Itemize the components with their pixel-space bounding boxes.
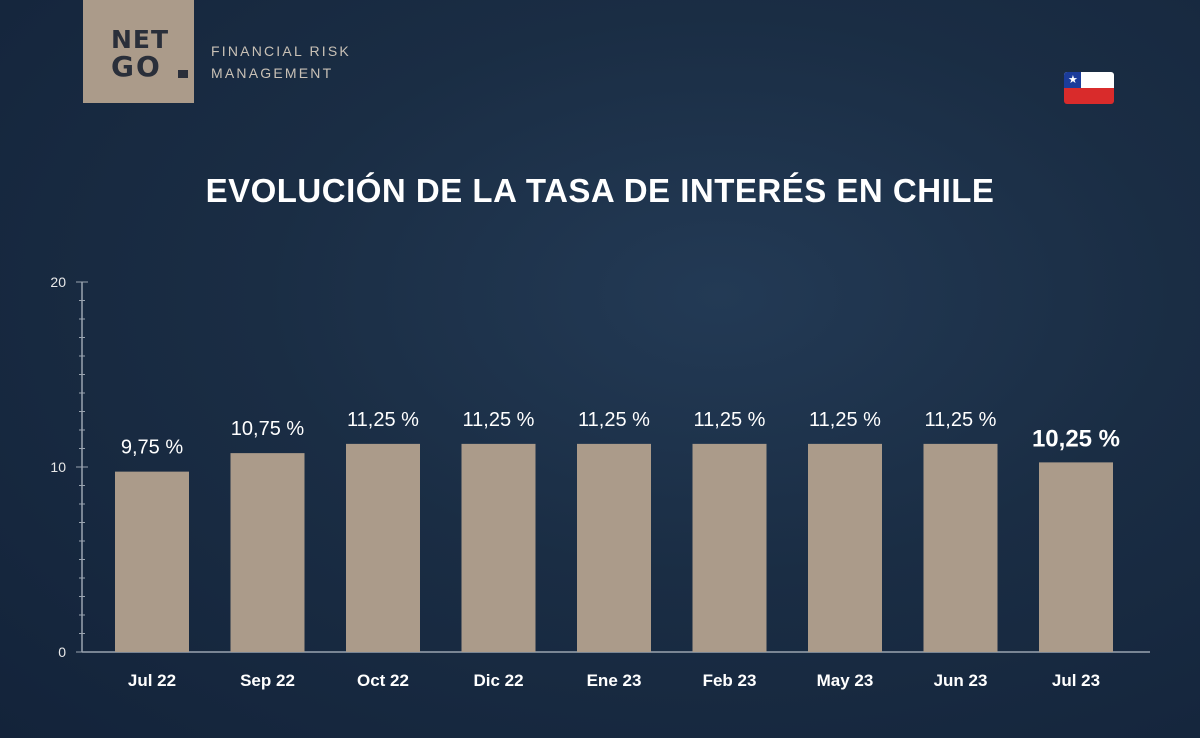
y-tick-label: 20 xyxy=(50,274,66,290)
chile-flag-icon: ★ xyxy=(1064,72,1114,104)
data-label: 11,25 % xyxy=(809,409,881,431)
bar xyxy=(115,471,189,652)
bar xyxy=(346,443,420,652)
logo: NET GO xyxy=(83,0,194,103)
x-tick-label: May 23 xyxy=(817,671,874,690)
data-label: 11,25 % xyxy=(925,409,997,431)
data-label: 9,75 % xyxy=(121,437,183,459)
x-tick-label: Jul 23 xyxy=(1052,671,1100,690)
x-tick-label: Jul 22 xyxy=(128,671,176,690)
y-tick-label: 0 xyxy=(58,644,66,660)
x-tick-label: Sep 22 xyxy=(240,671,295,690)
bar xyxy=(230,453,305,652)
bar xyxy=(923,443,998,652)
x-tick-label: Ene 23 xyxy=(587,671,642,690)
bar xyxy=(577,443,651,652)
data-label: 10,25 % xyxy=(1032,425,1120,452)
data-label: 11,25 % xyxy=(347,409,419,431)
logo-text-net: NET xyxy=(111,25,170,54)
x-tick-label: Dic 22 xyxy=(473,671,523,690)
tagline-line-1: FINANCIAL RISK xyxy=(211,43,351,59)
x-tick-label: Feb 23 xyxy=(703,671,757,690)
data-label: 11,25 % xyxy=(578,409,650,431)
tagline-line-2: MANAGEMENT xyxy=(211,65,334,81)
x-tick-label: Jun 23 xyxy=(934,671,988,690)
x-tick-label: Oct 22 xyxy=(357,671,409,690)
chart-title: EVOLUCIÓN DE LA TASA DE INTERÉS EN CHILE xyxy=(205,172,995,209)
tagline: FINANCIAL RISK MANAGEMENT xyxy=(211,40,351,84)
data-label: 10,75 % xyxy=(231,418,305,440)
bar xyxy=(1039,462,1113,652)
y-tick-label: 10 xyxy=(50,459,66,475)
bar xyxy=(808,443,882,652)
bar xyxy=(692,443,767,652)
bar xyxy=(461,443,536,652)
logo-text-go: GO xyxy=(111,50,162,83)
logo-dot xyxy=(178,70,188,78)
data-label: 11,25 % xyxy=(694,409,766,431)
data-label: 11,25 % xyxy=(463,409,535,431)
